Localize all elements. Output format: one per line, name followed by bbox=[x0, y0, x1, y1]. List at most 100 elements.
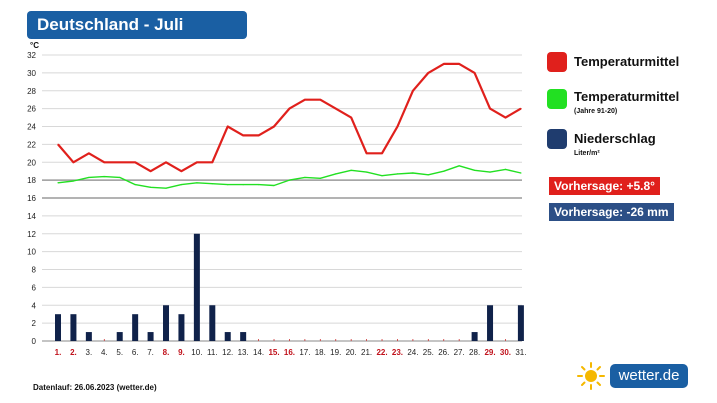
data-point bbox=[520, 108, 522, 110]
legend-label-precipitation: Niederschlag bbox=[574, 131, 656, 146]
x-tick-label: 23. bbox=[392, 348, 403, 357]
precipitation-bar bbox=[70, 314, 77, 341]
data-point bbox=[458, 165, 460, 167]
data-point bbox=[227, 183, 229, 186]
data-point bbox=[88, 152, 90, 154]
data-point bbox=[88, 176, 90, 179]
forecast-temperature-badge: Vorhersage: +5.8° bbox=[549, 177, 660, 195]
x-tick-label: 31. bbox=[515, 348, 526, 357]
y-tick-label: 12 bbox=[27, 230, 36, 239]
data-point bbox=[520, 172, 522, 174]
y-tick-label: 16 bbox=[27, 194, 36, 203]
wetter-logo[interactable]: wetter.de bbox=[576, 362, 688, 390]
y-tick-label: 10 bbox=[27, 248, 36, 257]
data-point bbox=[335, 173, 337, 175]
temperature-normal-line bbox=[57, 165, 522, 189]
x-tick-label: 9. bbox=[178, 348, 185, 357]
y-tick-label: 30 bbox=[27, 69, 36, 78]
data-point bbox=[350, 169, 352, 171]
data-point bbox=[273, 184, 275, 187]
logo-text: wetter.de bbox=[610, 364, 688, 388]
chart-title: Deutschland - Juli bbox=[27, 11, 247, 39]
data-point bbox=[227, 125, 229, 128]
data-point bbox=[103, 161, 105, 163]
y-tick-label: 6 bbox=[32, 283, 37, 292]
x-tick-label: 15. bbox=[268, 348, 279, 357]
precipitation-bar bbox=[163, 305, 170, 341]
x-tick-label: 8. bbox=[163, 348, 170, 357]
x-tick-label: 18. bbox=[315, 348, 326, 357]
legend-label-temperature: Temperaturmittel bbox=[574, 54, 680, 69]
precipitation-bar bbox=[85, 332, 92, 341]
y-tick-label: 20 bbox=[27, 158, 36, 167]
x-tick-label: 26. bbox=[438, 348, 449, 357]
x-tick-label: 25. bbox=[423, 348, 434, 357]
x-tick-label: 2. bbox=[70, 348, 77, 357]
data-point bbox=[366, 171, 368, 173]
y-tick-label: 32 bbox=[27, 51, 36, 60]
data-point bbox=[242, 183, 244, 186]
data-point bbox=[489, 171, 491, 173]
x-tick-label: 7. bbox=[147, 348, 154, 357]
data-point bbox=[366, 152, 368, 154]
data-point bbox=[72, 161, 75, 163]
precipitation-bar bbox=[240, 332, 247, 341]
data-point bbox=[288, 179, 291, 181]
data-point bbox=[134, 183, 136, 186]
data-point bbox=[196, 161, 198, 163]
data-point bbox=[57, 182, 59, 184]
data-point bbox=[288, 108, 291, 110]
legend-swatch-temperature bbox=[547, 52, 567, 72]
x-tick-label: 22. bbox=[376, 348, 387, 357]
data-point bbox=[396, 173, 399, 175]
data-point bbox=[273, 125, 275, 128]
data-point bbox=[257, 134, 260, 137]
data-point bbox=[103, 175, 105, 178]
precipitation-bar bbox=[55, 314, 61, 341]
x-tick-label: 6. bbox=[132, 348, 139, 357]
data-point bbox=[304, 99, 306, 101]
data-point bbox=[504, 116, 507, 119]
precipitation-bar bbox=[178, 314, 185, 341]
data-point bbox=[134, 161, 136, 163]
x-tick-label: 21. bbox=[361, 348, 372, 357]
x-tick-label: 4. bbox=[101, 348, 108, 357]
data-point bbox=[57, 143, 59, 145]
y-tick-label: 18 bbox=[27, 176, 36, 185]
data-point bbox=[304, 176, 306, 179]
x-tick-label: 29. bbox=[484, 348, 495, 357]
data-point bbox=[165, 187, 167, 189]
footer-data-run: Datenlauf: 26.06.2023 (wetter.de) bbox=[33, 383, 157, 392]
data-point bbox=[196, 182, 198, 184]
data-point bbox=[242, 134, 244, 137]
data-point bbox=[427, 72, 429, 74]
y-tick-label: 4 bbox=[32, 301, 37, 310]
data-point bbox=[319, 99, 321, 101]
x-tick-label: 27. bbox=[454, 348, 465, 357]
legend-sublabel-precipitation: Liter/m² bbox=[574, 150, 600, 157]
x-tick-label: 14. bbox=[253, 348, 264, 357]
temperature-line bbox=[57, 62, 522, 173]
y-tick-label: 0 bbox=[32, 337, 37, 346]
y-tick-label: 24 bbox=[27, 123, 36, 132]
precipitation-bar bbox=[132, 314, 139, 341]
data-point bbox=[427, 174, 429, 176]
y-tick-label: 2 bbox=[32, 319, 37, 328]
x-tick-label: 13. bbox=[238, 348, 249, 357]
data-point bbox=[119, 176, 121, 179]
data-point bbox=[504, 168, 507, 170]
legend-sublabel-temperature-normal: (Jahre 91-20) bbox=[574, 108, 618, 115]
x-tick-label: 28. bbox=[469, 348, 480, 357]
precipitation-bar bbox=[487, 305, 494, 341]
data-point bbox=[119, 161, 121, 163]
x-tick-label: 24. bbox=[407, 348, 418, 357]
y-tick-label: 14 bbox=[27, 212, 36, 221]
data-point bbox=[412, 90, 414, 92]
y-axis-unit: °C bbox=[30, 41, 39, 50]
legend-label-temperature-normal: Temperaturmittel bbox=[574, 89, 680, 104]
data-point bbox=[350, 116, 352, 119]
x-tick-label: 12. bbox=[222, 348, 233, 357]
data-point bbox=[180, 170, 183, 172]
x-tick-label: 30. bbox=[500, 348, 511, 357]
data-point bbox=[412, 172, 414, 174]
